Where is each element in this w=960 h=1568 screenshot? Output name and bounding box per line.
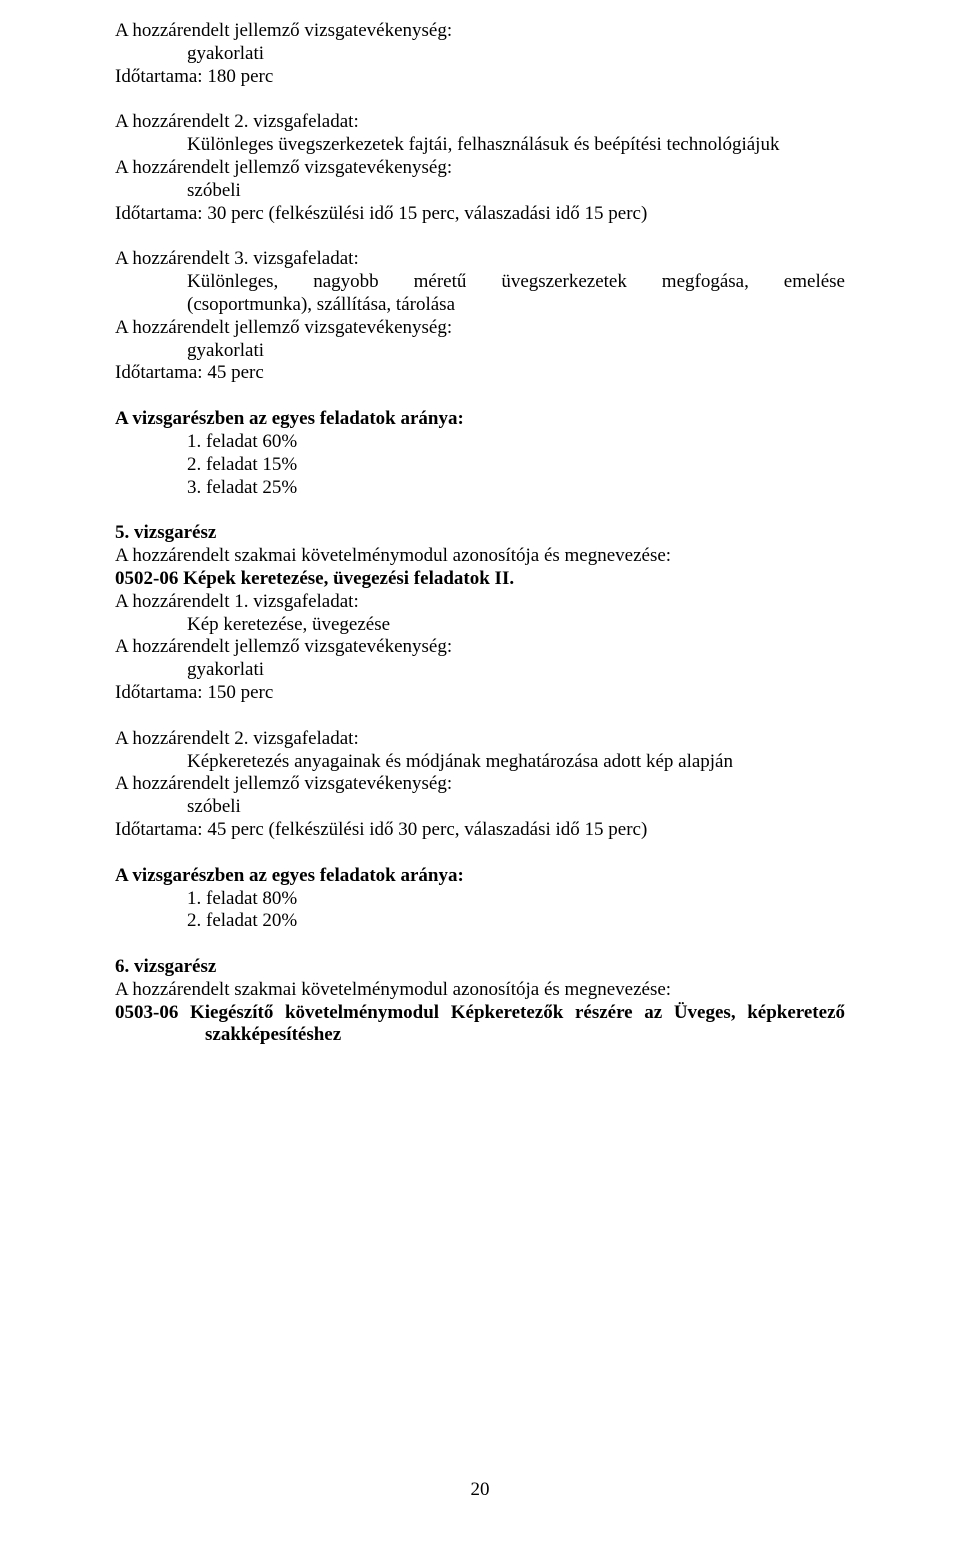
word: méretű (414, 271, 467, 294)
text-line: A hozzárendelt jellemző vizsgatevékenysé… (115, 773, 845, 796)
text-line: 3. feladat 25% (115, 477, 845, 500)
text-line: (csoportmunka), szállítása, tárolása (115, 294, 845, 317)
text-line: szóbeli (115, 180, 845, 203)
section-heading: 6. vizsgarész (115, 956, 845, 979)
text-line: A hozzárendelt jellemző vizsgatevékenysé… (115, 20, 845, 43)
word: megfogása, (662, 271, 749, 294)
text-line: gyakorlati (115, 340, 845, 363)
text-line: gyakorlati (115, 43, 845, 66)
text-line: Időtartama: 30 perc (felkészülési idő 15… (115, 203, 845, 226)
text-line: 1. feladat 60% (115, 431, 845, 454)
text-line: Különleges, nagyobb méretű üvegszerkezet… (115, 271, 845, 294)
text-line: 1. feladat 80% (115, 888, 845, 911)
text-line: A hozzárendelt jellemző vizsgatevékenysé… (115, 636, 845, 659)
section-heading: A vizsgarészben az egyes feladatok arány… (115, 865, 845, 888)
text-line: A hozzárendelt jellemző vizsgatevékenysé… (115, 317, 845, 340)
text-line: Időtartama: 45 perc (115, 362, 845, 385)
text-line: 2. feladat 15% (115, 454, 845, 477)
text-line: A hozzárendelt szakmai követelménymodul … (115, 979, 845, 1002)
text-line: 0502-06 Képek keretezése, üvegezési fela… (115, 568, 845, 591)
document-body: A hozzárendelt jellemző vizsgatevékenysé… (0, 0, 960, 1047)
word: Különleges, (187, 271, 278, 294)
text-line: A hozzárendelt 2. vizsgafeladat: (115, 111, 845, 134)
text-line: gyakorlati (115, 659, 845, 682)
word: nagyobb (313, 271, 378, 294)
text-line: Kép keretezése, üvegezése (115, 614, 845, 637)
text-line: Időtartama: 180 perc (115, 66, 845, 89)
text-line: Képkeretezés anyagainak és módjának megh… (115, 751, 845, 774)
text-line: szóbeli (115, 796, 845, 819)
text-line: A hozzárendelt 3. vizsgafeladat: (115, 248, 845, 271)
text-line: Időtartama: 45 perc (felkészülési idő 30… (115, 819, 845, 842)
word: emelése (784, 271, 845, 294)
text-line: Különleges üvegszerkezetek fajtái, felha… (115, 134, 845, 157)
text-line: A hozzárendelt 2. vizsgafeladat: (115, 728, 845, 751)
section-heading: A vizsgarészben az egyes feladatok arány… (115, 408, 845, 431)
text-line: A hozzárendelt 1. vizsgafeladat: (115, 591, 845, 614)
text-line: A hozzárendelt szakmai követelménymodul … (115, 545, 845, 568)
word: üvegszerkezetek (501, 271, 627, 294)
text-line: A hozzárendelt jellemző vizsgatevékenysé… (115, 157, 845, 180)
text-line: Időtartama: 150 perc (115, 682, 845, 705)
text-line: 0503-06 Kiegészítő követelménymodul Képk… (115, 1002, 845, 1048)
page-number: 20 (0, 1479, 960, 1502)
text-line: 2. feladat 20% (115, 910, 845, 933)
section-heading: 5. vizsgarész (115, 522, 845, 545)
